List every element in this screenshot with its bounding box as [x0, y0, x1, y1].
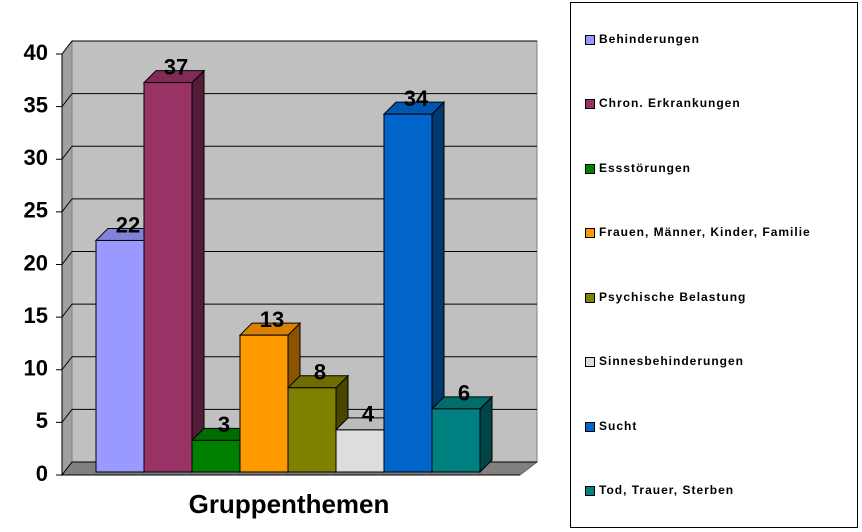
bar — [95, 239, 145, 473]
data-label: 3 — [218, 412, 230, 437]
y-tick-label: 0 — [36, 461, 48, 486]
legend-swatch — [585, 99, 595, 110]
legend-label: Sinnesbehinderungen — [599, 354, 745, 369]
y-tick-label: 25 — [24, 198, 48, 223]
grid-line — [61, 461, 73, 476]
bar-side — [479, 395, 493, 474]
grid-line — [61, 251, 73, 265]
grid-line — [61, 356, 73, 371]
legend-label: Frauen, Männer, Kinder, Familie — [599, 225, 811, 240]
data-label: 8 — [314, 360, 326, 385]
grid-line — [61, 145, 73, 160]
legend-label: Chron. Erkrankungen — [599, 96, 741, 111]
legend-swatch — [585, 357, 595, 368]
legend-label: Psychische Belastung — [599, 289, 747, 304]
data-label: 34 — [404, 86, 429, 111]
y-tick-label: 40 — [24, 40, 48, 65]
legend-swatch — [585, 421, 595, 432]
data-label: 22 — [116, 212, 140, 237]
legend-item: Chron. Erkrankungen — [571, 95, 857, 112]
legend-swatch — [585, 163, 595, 174]
y-tick-label: 10 — [24, 356, 48, 381]
data-label: 4 — [362, 402, 375, 427]
y-tick-label: 30 — [24, 145, 48, 170]
y-tick-label: 15 — [24, 303, 48, 328]
bar — [335, 429, 385, 473]
legend-item: Tod, Trauer, Sterben — [571, 482, 857, 499]
legend-item: Psychische Belastung — [571, 289, 857, 306]
legend-item: Sinnesbehinderungen — [571, 353, 857, 370]
legend-item: Sucht — [571, 418, 857, 435]
legend-item: Behinderungen — [571, 31, 857, 48]
bar — [383, 113, 433, 473]
bar — [239, 334, 289, 473]
chart: Gruppenthemen 0 5 10 15 20 25 30 35 40 22 37 3 13 8 4 3… — [24, 39, 539, 519]
data-label: 37 — [164, 54, 188, 79]
legend-swatch — [585, 486, 595, 497]
grid-line — [61, 198, 73, 213]
bar — [143, 82, 193, 473]
grid-line — [61, 40, 73, 55]
data-label: 13 — [260, 307, 284, 332]
grid-line — [61, 409, 73, 423]
data-label: 6 — [458, 381, 470, 406]
legend-item: Frauen, Männer, Kinder, Familie — [571, 224, 857, 241]
y-tick-label: 35 — [24, 92, 48, 117]
legend-label: Sucht — [599, 418, 638, 433]
y-tick-label: 5 — [36, 408, 48, 433]
bar — [191, 439, 241, 473]
x-axis-label: Gruppenthemen — [189, 489, 390, 519]
legend-label: Behinderungen — [599, 31, 701, 46]
grid-line — [61, 93, 73, 107]
bar-side — [191, 69, 205, 474]
grid-line — [61, 303, 73, 318]
bar — [431, 408, 481, 473]
y-tick-label: 20 — [24, 250, 48, 275]
legend-swatch — [585, 34, 595, 45]
legend-item: Essstörungen — [571, 160, 857, 177]
legend-label: Tod, Trauer, Sterben — [599, 483, 735, 498]
legend: Behinderungen Chron. Erkrankungen Essstöru… — [570, 2, 858, 528]
legend-swatch — [585, 228, 595, 239]
legend-swatch — [585, 292, 595, 303]
legend-label: Essstörungen — [599, 160, 692, 175]
bar — [287, 387, 337, 473]
